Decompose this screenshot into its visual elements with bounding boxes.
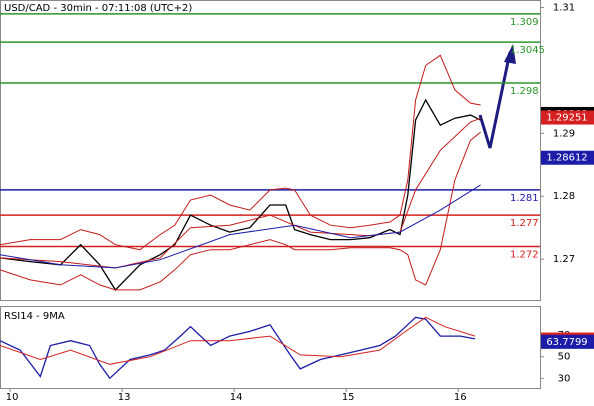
series-line — [0, 316, 476, 380]
price-box-label: 63.7799 — [546, 337, 587, 348]
series-line — [0, 184, 481, 269]
series-line — [0, 316, 476, 365]
level-label: 1.309 — [510, 17, 539, 28]
series-line — [0, 54, 481, 251]
y-tick-label: 50 — [558, 352, 571, 363]
price-box — [541, 150, 594, 165]
level-label: 1.272 — [510, 250, 539, 261]
rsi-panel — [0, 306, 541, 389]
x-tick-label: 15 — [342, 392, 355, 403]
price-box-label: 1.28612 — [546, 153, 587, 164]
y-tick-label: 1.29 — [553, 128, 575, 139]
rsi-title: RSI14 - 9MA — [4, 311, 65, 322]
level-label: 1.3045 — [510, 45, 545, 56]
level-label: 1.298 — [510, 86, 539, 97]
y-tick-label: 1.28 — [553, 191, 575, 202]
x-tick-label: 10 — [6, 392, 19, 403]
level-label: 1.281 — [510, 193, 539, 204]
x-tick-label: 13 — [118, 392, 131, 403]
y-tick-label: 1.27 — [553, 254, 575, 265]
arrow-head — [504, 44, 516, 64]
series-line — [0, 131, 481, 291]
y-tick-label: 30 — [558, 373, 571, 384]
x-tick-label: 14 — [230, 392, 243, 403]
series-line — [0, 98, 481, 291]
y-tick-label: 1.31 — [553, 3, 575, 14]
price-box-label: 1.29251 — [546, 113, 587, 124]
x-tick-label: 16 — [454, 392, 467, 403]
chart-title: USD/CAD - 30min - 07:11:08 (UTC+2) — [4, 3, 192, 14]
price-box — [541, 334, 594, 349]
main-panel — [0, 0, 541, 301]
price-box — [541, 110, 594, 125]
level-label: 1.277 — [510, 218, 539, 229]
forecast-arrow — [478, 51, 512, 149]
